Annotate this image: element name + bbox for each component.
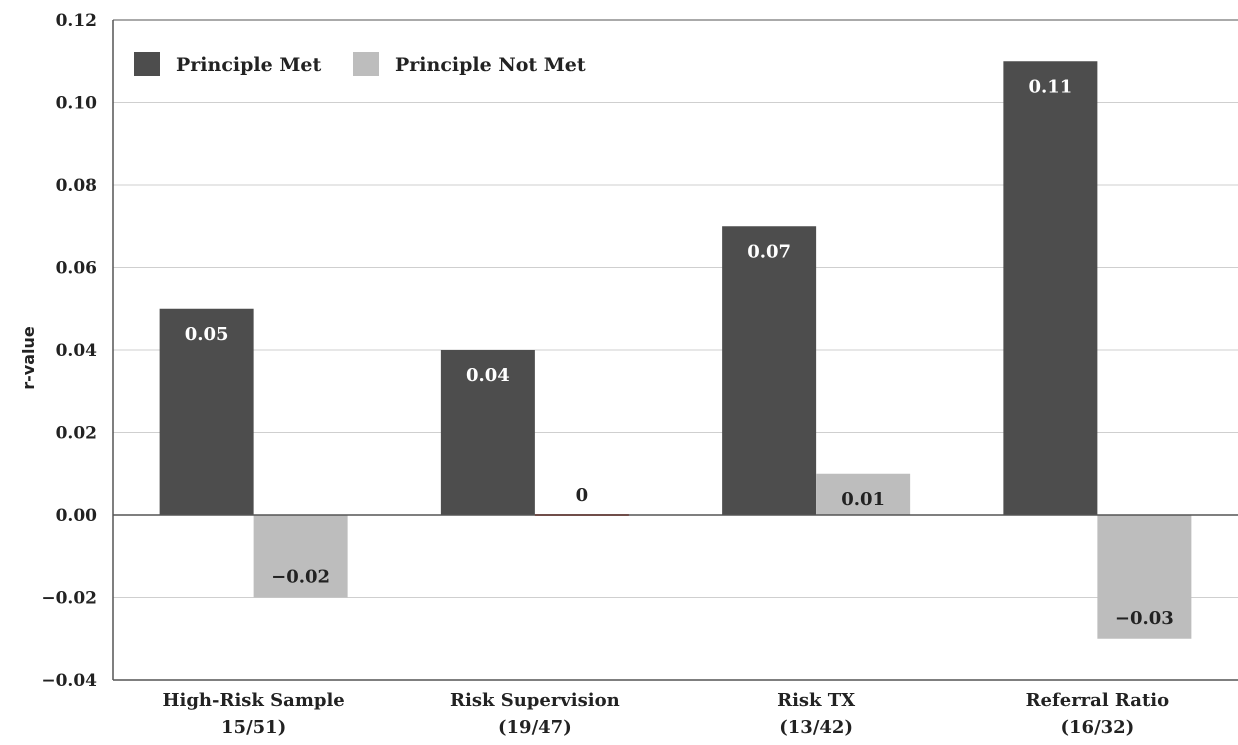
legend: Principle Met Principle Not Met bbox=[134, 52, 586, 76]
data-label: −0.03 bbox=[1115, 608, 1174, 629]
bar bbox=[1003, 61, 1098, 515]
bars bbox=[159, 61, 1192, 639]
y-tick-label: 0.10 bbox=[56, 94, 98, 114]
legend-swatch bbox=[353, 52, 379, 76]
data-label: −0.02 bbox=[271, 567, 330, 588]
y-tick-label: 0.02 bbox=[56, 424, 97, 444]
legend-label: Principle Not Met bbox=[395, 54, 586, 76]
bar bbox=[440, 350, 535, 515]
bar bbox=[159, 308, 254, 515]
y-tick-label: 0.12 bbox=[56, 11, 97, 31]
data-label: 0.05 bbox=[185, 324, 229, 345]
bar bbox=[1097, 515, 1192, 639]
legend-label: Principle Met bbox=[176, 54, 321, 76]
category-labels: High-Risk Sample 15/51) Risk Supervision (1… bbox=[163, 690, 1170, 738]
y-tick-label: −0.02 bbox=[41, 589, 97, 609]
x-tick-label-count: (19/47) bbox=[498, 717, 572, 738]
y-tick-label: −0.04 bbox=[41, 671, 97, 691]
data-label: 0.11 bbox=[1028, 76, 1072, 97]
y-axis-label: r-value bbox=[19, 326, 38, 390]
bar bbox=[253, 515, 348, 598]
y-tick-label: 0.06 bbox=[56, 259, 97, 279]
bar bbox=[816, 473, 911, 515]
y-tick-label: 0.04 bbox=[56, 341, 98, 361]
data-label: 0 bbox=[576, 485, 589, 506]
bar bbox=[722, 226, 817, 515]
x-tick-label: Referral Ratio bbox=[1026, 690, 1170, 711]
data-label: 0.04 bbox=[466, 365, 510, 386]
x-tick-label: Risk TX bbox=[777, 690, 855, 711]
x-tick-label: High-Risk Sample bbox=[163, 690, 345, 711]
data-labels: 0.05 −0.02 0.04 0 0.07 0.01 0.11 −0.03 bbox=[185, 76, 1174, 629]
y-tick-labels: 0.12 0.10 0.08 0.06 0.04 0.02 0.00 −0.02 −0.04 bbox=[41, 11, 97, 691]
data-label: 0.01 bbox=[841, 489, 885, 510]
x-tick-label-count: (16/32) bbox=[1061, 717, 1135, 738]
legend-swatch bbox=[134, 52, 160, 76]
x-tick-label: Risk Supervision bbox=[450, 690, 620, 711]
x-tick-label-count: (13/42) bbox=[779, 717, 853, 738]
data-label: 0.07 bbox=[747, 241, 791, 262]
axes bbox=[112, 19, 1238, 681]
x-tick-label-count: 15/51) bbox=[221, 717, 286, 738]
y-tick-label: 0.08 bbox=[56, 176, 97, 196]
y-tick-label: 0.00 bbox=[56, 506, 98, 526]
